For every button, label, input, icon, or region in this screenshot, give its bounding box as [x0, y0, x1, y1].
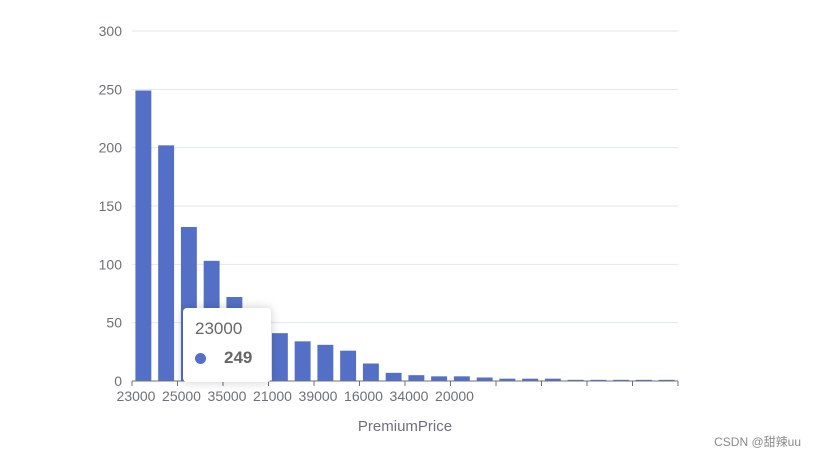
- bar[interactable]: [158, 145, 175, 381]
- x-tick-label: 16000: [344, 388, 383, 404]
- bar[interactable]: [362, 363, 379, 382]
- bar[interactable]: [271, 333, 288, 381]
- bar[interactable]: [635, 379, 652, 381]
- bar[interactable]: [453, 376, 470, 381]
- watermark: CSDN @甜辣uu: [714, 435, 801, 449]
- x-tick-label: 23000: [117, 388, 156, 404]
- x-tick-label: 21000: [253, 388, 292, 404]
- bar[interactable]: [658, 379, 675, 381]
- y-tick-label: 50: [106, 315, 122, 331]
- y-tick-label: 150: [99, 198, 123, 214]
- y-tick-label: 100: [99, 256, 123, 272]
- tooltip-value: 249: [224, 348, 253, 367]
- x-tick-label: 25000: [162, 388, 201, 404]
- bar[interactable]: [135, 90, 152, 382]
- bar[interactable]: [522, 378, 539, 381]
- x-tick-label: 35000: [208, 388, 247, 404]
- axes: 0 50 100 150 200 250 300 23000 25000 35000 21000 39…: [99, 23, 679, 404]
- tooltip-row: 249: [195, 348, 259, 368]
- y-tick-label: 250: [99, 81, 123, 97]
- bar[interactable]: [590, 379, 607, 381]
- series-marker-icon: [195, 352, 206, 364]
- y-tick-label: 200: [99, 140, 123, 156]
- grid-lines: [132, 30, 678, 324]
- tooltip-category: 23000: [195, 319, 243, 338]
- bar[interactable]: [613, 379, 630, 381]
- x-tick-label: 34000: [390, 388, 429, 404]
- y-tick-label: 300: [99, 23, 123, 39]
- bar[interactable]: [294, 341, 311, 381]
- bar[interactable]: [317, 344, 334, 381]
- bar[interactable]: [385, 372, 402, 381]
- bar[interactable]: [476, 377, 493, 382]
- x-axis-title: PremiumPrice: [358, 418, 452, 435]
- x-tick-label: 20000: [435, 388, 474, 404]
- bar[interactable]: [544, 378, 561, 381]
- bar[interactable]: [408, 375, 425, 381]
- tooltip: 23000 249: [183, 308, 271, 382]
- bar[interactable]: [431, 376, 448, 381]
- bar[interactable]: [567, 379, 584, 381]
- y-tick-label: 0: [114, 373, 122, 389]
- x-tick-label: 39000: [299, 388, 338, 404]
- bar[interactable]: [340, 350, 357, 381]
- bar[interactable]: [499, 378, 516, 381]
